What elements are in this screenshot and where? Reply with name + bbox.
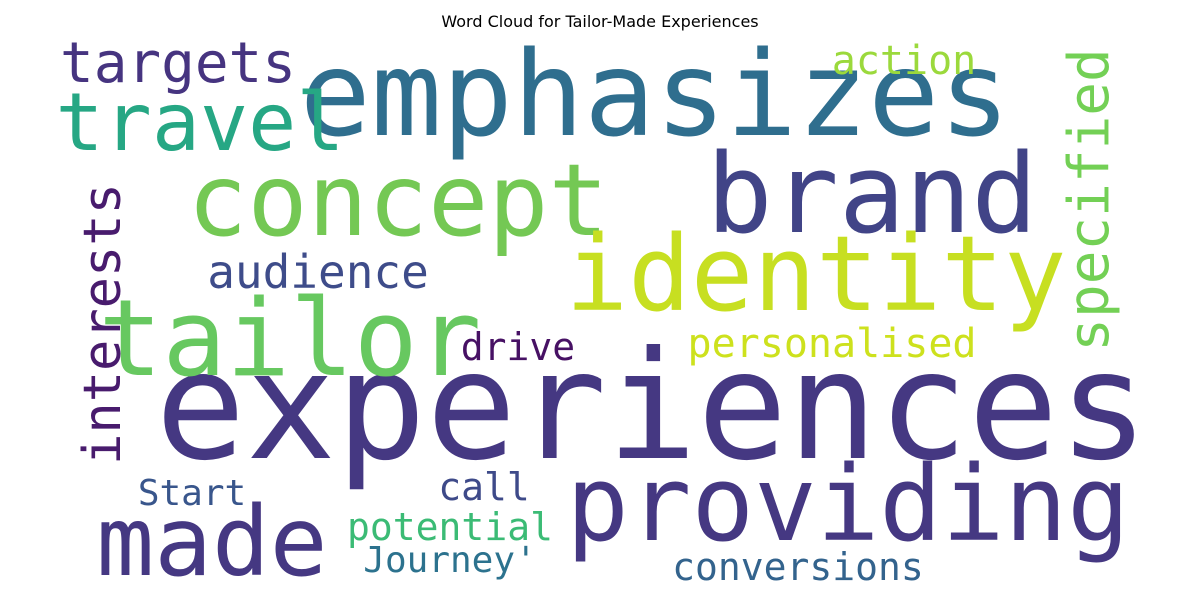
word-action: action [832,38,977,84]
word-interests: interests [73,183,133,465]
word-experiences: experiences [155,320,1148,494]
word-conversions: conversions [672,545,924,589]
word-brand: brand [706,130,1037,258]
word-potential: potential [347,505,553,549]
word-travel: travel [56,76,345,169]
word-start: Start [138,473,246,514]
chart-title: Word Cloud for Tailor-Made Experiences [441,12,759,31]
word-providing: providing [566,443,1130,565]
word-specified: specified [1057,48,1122,351]
word-emphasizes: emphasizes [300,25,1010,163]
word-drive: drive [461,325,575,369]
word-identity: identity [566,213,1067,335]
word-audience: audience [207,245,429,299]
word-journey: Journey' [363,540,536,581]
word-targets: targets [60,31,296,96]
word-concept: concept [187,142,608,259]
word-tailor: tailor [99,277,482,400]
word-made: made [96,486,327,598]
word-personalised: personalised [688,321,977,367]
word-call: call [438,465,530,509]
